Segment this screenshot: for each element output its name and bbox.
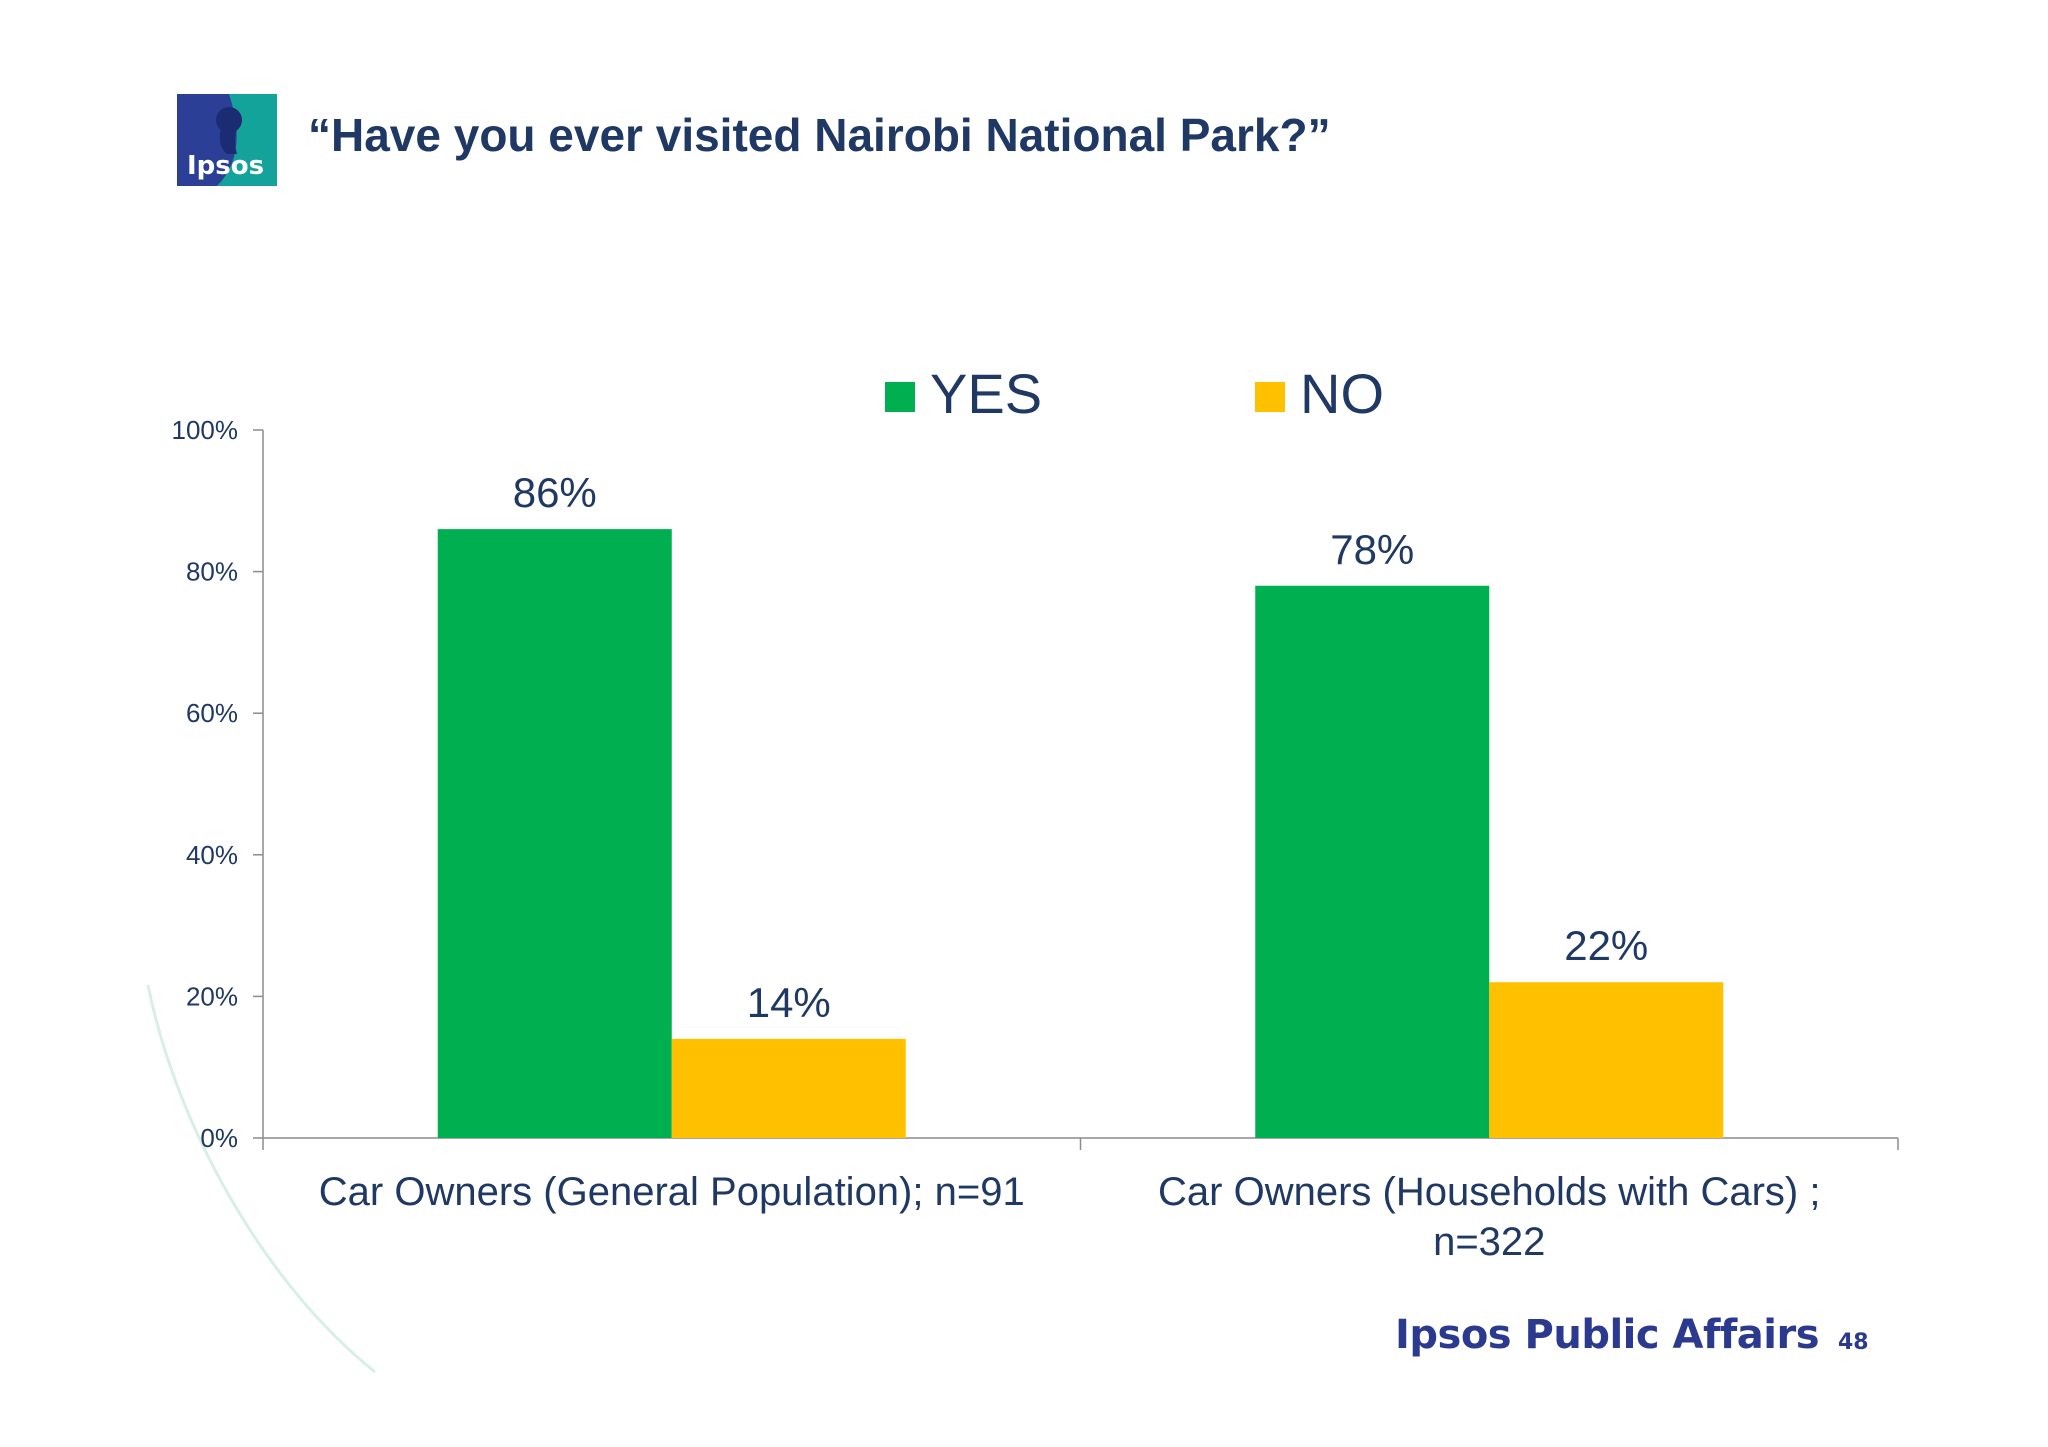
bar-yes (1255, 585, 1490, 1138)
bar-no (1489, 982, 1724, 1138)
x-category-label: Car Owners (Households with Cars) ; (1158, 1170, 1820, 1214)
y-tick-label: 60% (186, 698, 238, 728)
decorative-swoosh (146, 984, 376, 1374)
data-label: 86% (513, 469, 597, 516)
ipsos-logo: Ipsos (177, 94, 277, 186)
data-label: 22% (1564, 922, 1648, 969)
y-tick-label: 0% (200, 1123, 238, 1153)
x-category-label: Car Owners (General Population); n=91 (319, 1170, 1025, 1214)
data-label: 78% (1330, 526, 1414, 573)
y-tick-label: 40% (186, 840, 238, 870)
y-tick-label: 100% (172, 415, 239, 445)
legend-label-yes: YES (930, 362, 1042, 425)
x-category-label: n=322 (1433, 1220, 1545, 1264)
bar-no (671, 1038, 906, 1138)
legend-swatch-yes (885, 382, 915, 412)
page-number: 48 (1838, 1330, 1869, 1355)
y-tick-label: 20% (186, 981, 238, 1011)
data-label: 14% (747, 979, 831, 1026)
logo-wordmark: Ipsos (187, 151, 264, 181)
legend-swatch-no (1255, 382, 1285, 412)
page-title: “Have you ever visited Nairobi National … (308, 109, 1331, 161)
legend-label-no: NO (1300, 362, 1384, 425)
footer-brand: Ipsos Public Affairs (1395, 1312, 1820, 1358)
bar-yes (437, 529, 672, 1138)
y-tick-label: 80% (186, 557, 238, 587)
